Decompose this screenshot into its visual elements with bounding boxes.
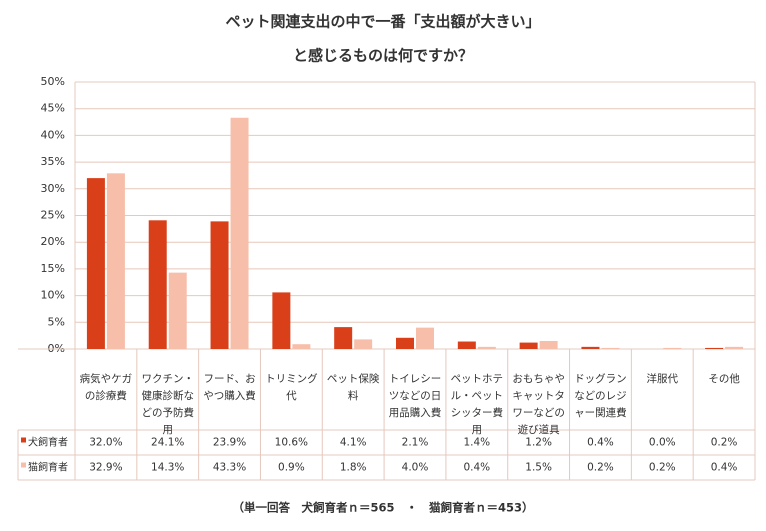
x-tick-label: トイレシーツなどの日用品購入費 [388, 373, 442, 419]
legend-label: 犬飼育者 [28, 436, 68, 449]
bar [292, 344, 311, 349]
value-label: 0.4% [587, 437, 614, 449]
value-label: 2.1% [402, 437, 429, 449]
legend-label: 猫飼育者 [28, 461, 68, 474]
x-tick-label: その他 [708, 373, 740, 385]
bar [210, 221, 229, 349]
bar [168, 272, 187, 349]
legend-swatch [21, 437, 26, 443]
bar [354, 339, 373, 349]
bar [477, 346, 496, 349]
value-label: 32.0% [89, 437, 122, 449]
y-tick-label: 50% [41, 75, 65, 88]
bar [106, 173, 125, 349]
bar [705, 347, 724, 349]
bar [148, 220, 167, 349]
x-tick-label: ペット保険料 [326, 373, 380, 402]
value-label: 1.5% [525, 462, 552, 474]
value-label: 43.3% [213, 462, 246, 474]
value-label: 0.0% [649, 437, 676, 449]
bar [539, 340, 558, 349]
x-tick-label: おもちゃやキャットタワーなどの遊び道具 [512, 373, 565, 436]
bar [416, 327, 434, 349]
x-tick-label: 病気やケガの診療費 [79, 373, 133, 402]
y-tick-label: 30% [41, 182, 65, 195]
value-label: 0.4% [711, 462, 738, 474]
note: （単一回答 犬飼育者ｎ＝565 ・ 猫飼育者ｎ＝453） [232, 501, 533, 515]
x-tick-label: ペットホテル・ペットシッター費用 [450, 373, 504, 436]
y-tick-label: 10% [41, 289, 65, 302]
value-label: 0.2% [587, 462, 614, 474]
bar [230, 117, 249, 349]
bar [663, 347, 682, 349]
y-tick-label: 45% [41, 102, 65, 115]
value-label: 4.0% [402, 462, 429, 474]
value-label: 10.6% [275, 437, 308, 449]
y-tick-label: 40% [41, 128, 65, 141]
value-label: 1.8% [340, 462, 367, 474]
value-label: 23.9% [213, 437, 246, 449]
value-label: 24.1% [151, 437, 184, 449]
x-tick-label: ドッグランなどのレジャー関連費 [574, 373, 627, 419]
value-label: 4.1% [340, 437, 367, 449]
bar [725, 346, 744, 349]
value-label: 32.9% [89, 462, 122, 474]
value-label: 0.2% [649, 462, 676, 474]
bar [334, 327, 353, 349]
bar [272, 292, 291, 349]
value-label: 0.4% [463, 462, 490, 474]
value-label: 0.2% [711, 437, 738, 449]
value-label: 14.3% [151, 462, 184, 474]
bar [396, 337, 414, 349]
bar [519, 342, 538, 349]
x-tick-label: フード、おやつ購入費 [203, 373, 256, 402]
chart-subtitle: と感じるものは何ですか？ [293, 47, 473, 65]
y-tick-label: 15% [41, 262, 65, 275]
bar [601, 347, 620, 349]
x-tick-label: 洋服代 [646, 373, 679, 385]
y-tick-label: 5% [48, 315, 65, 328]
value-label: 0.9% [278, 462, 305, 474]
legend-swatch [21, 462, 26, 468]
bar [581, 346, 600, 349]
x-tick-label: ワクチン・健康診断などの予防費用 [141, 373, 194, 436]
y-tick-label: 20% [41, 235, 65, 248]
chart-title: ペット関連支出の中で一番「支出額が大きい」 [225, 13, 540, 31]
bar [457, 341, 476, 349]
value-label: 1.2% [525, 437, 552, 449]
y-tick-label: 35% [41, 155, 65, 168]
y-tick-label: 25% [41, 209, 65, 222]
bar [86, 178, 105, 349]
x-tick-label: トリミング代 [265, 373, 318, 402]
value-label: 1.4% [463, 437, 490, 449]
